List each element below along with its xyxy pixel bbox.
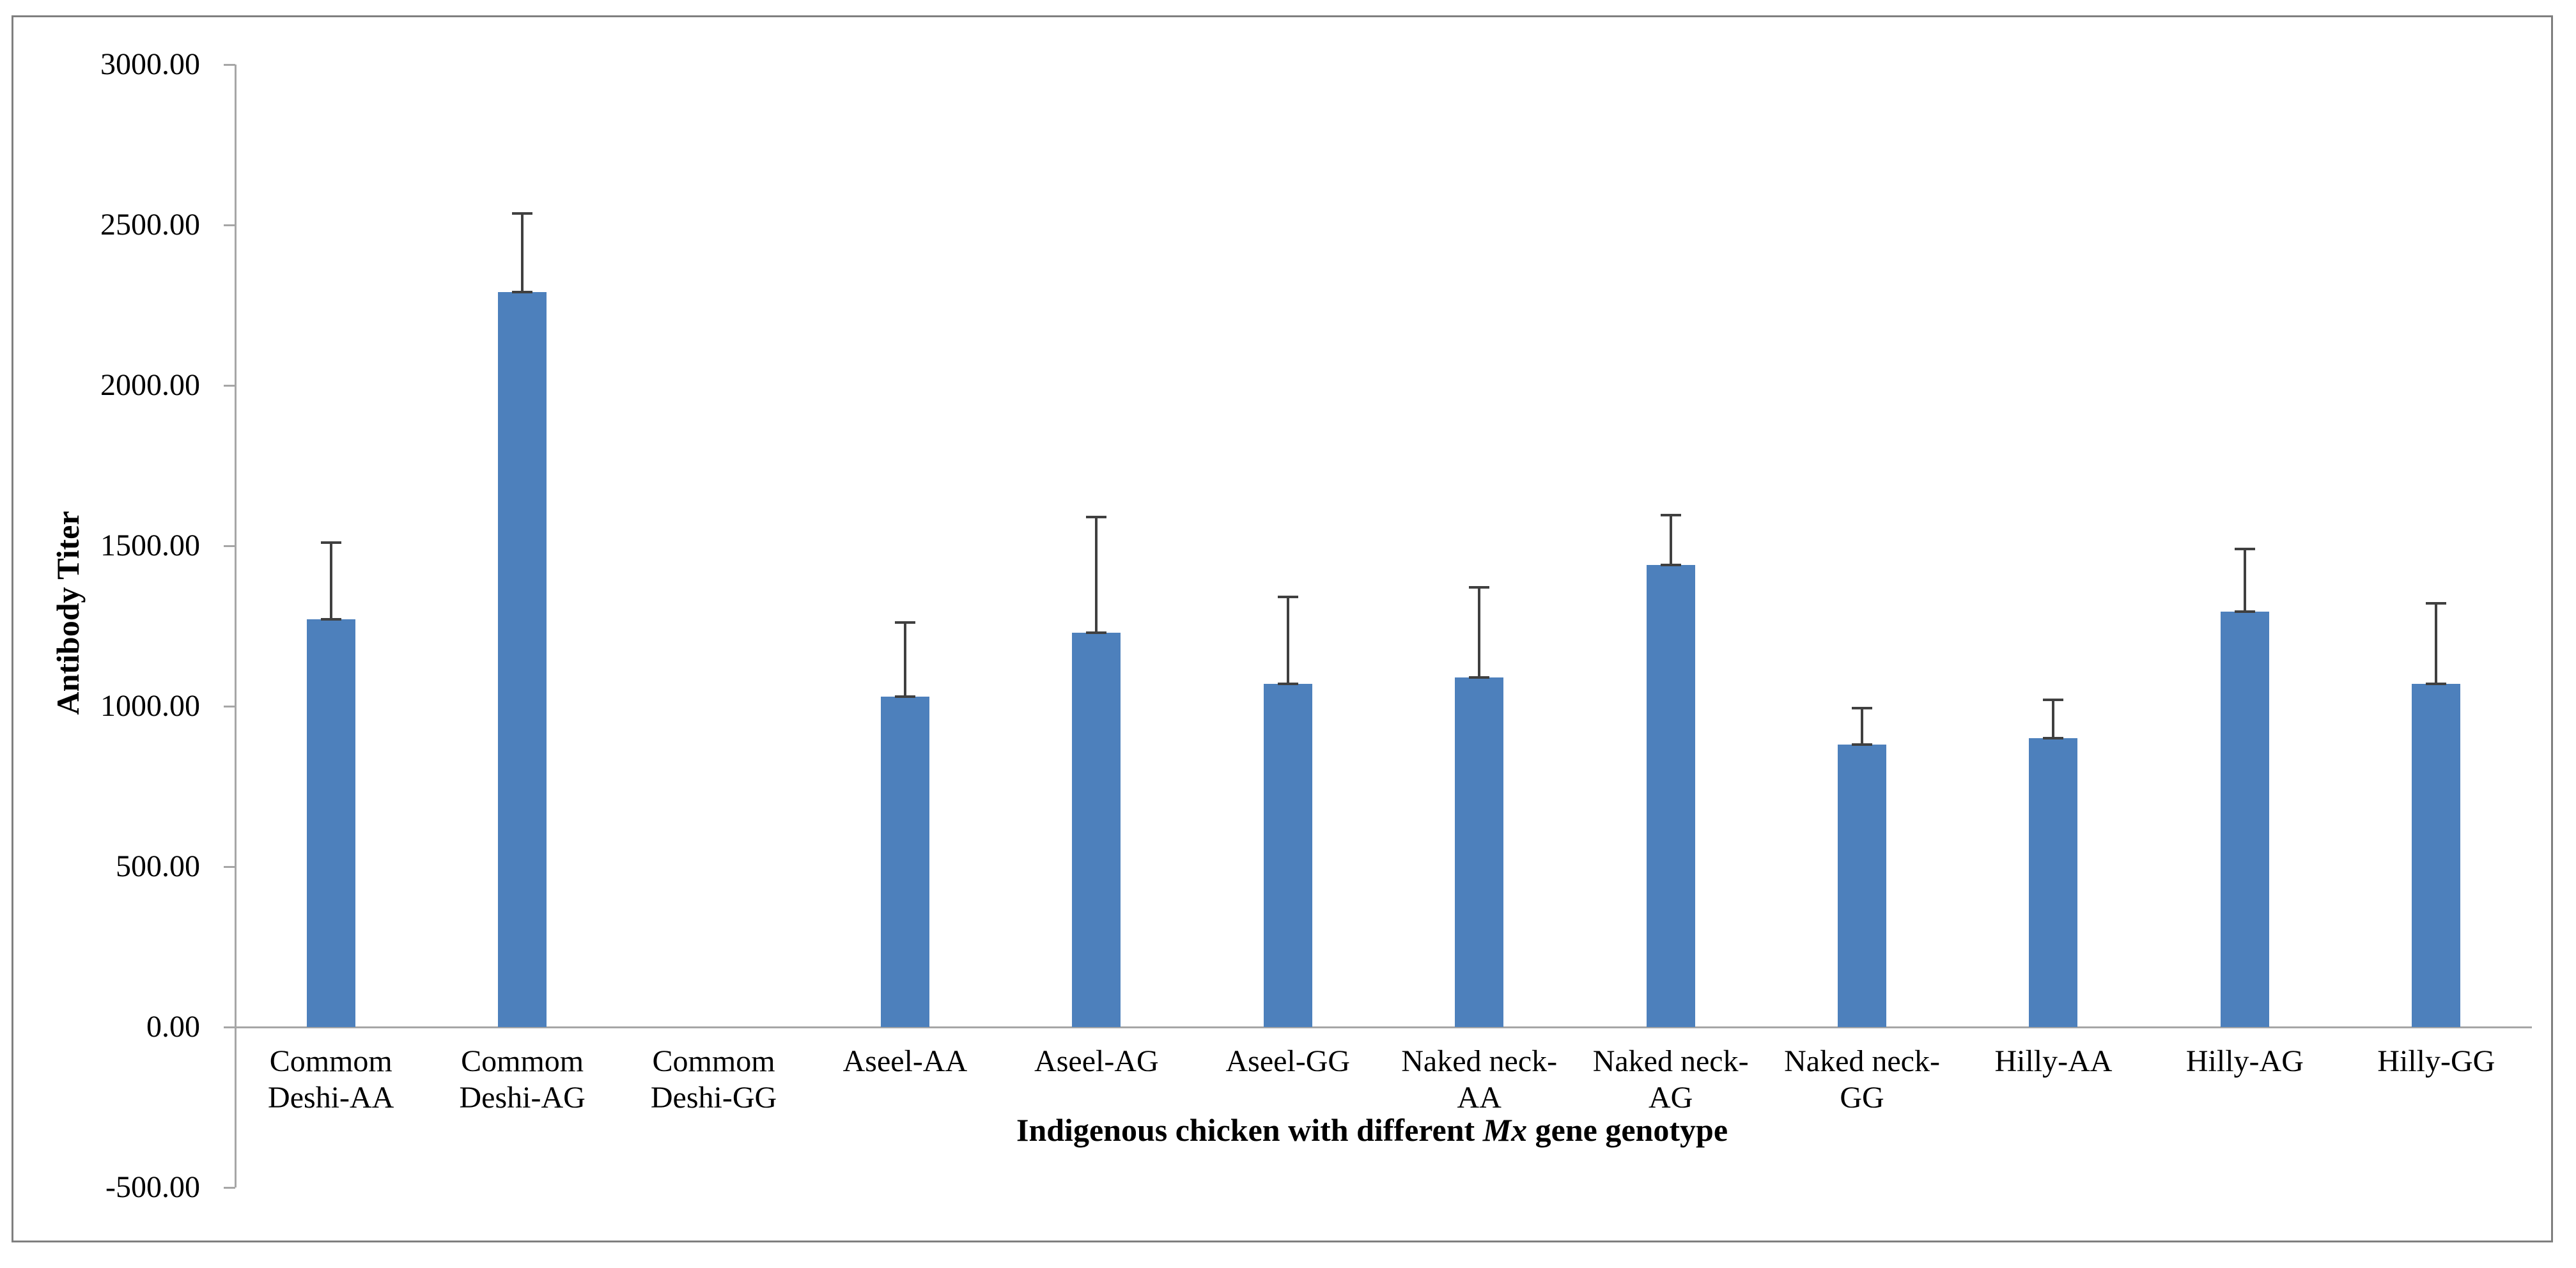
error-bar-cap-bottom (320, 618, 341, 621)
error-bar-cap-top (1469, 586, 1490, 589)
error-bar-whisker (2435, 603, 2438, 684)
category-label-commom-deshi-gg: Commom Deshi-GG (650, 1044, 777, 1115)
y-tick (224, 1026, 235, 1028)
error-bar-cap-top (1660, 514, 1681, 517)
plot-area: 3000.00 2500.00 2000.00 1500.00 1000.00 500.0… (13, 17, 2551, 1241)
error-bar-cap-top (2234, 548, 2255, 551)
y-tick-label: 3000.00 (100, 47, 200, 81)
error-bar-whisker (521, 213, 524, 293)
bar-hilly-ag (2220, 611, 2269, 1027)
bar-hilly-aa (2029, 738, 2078, 1027)
error-bar-cap-bottom (894, 695, 915, 698)
y-tick (224, 385, 235, 387)
category-label-hilly-ag: Hilly-AG (2185, 1044, 2304, 1078)
error-bar-cap-top (320, 541, 341, 544)
error-bar-cap-bottom (1852, 743, 1873, 746)
error-bar-whisker (903, 622, 906, 697)
error-bar-cap-top (1277, 596, 1298, 599)
error-bar-whisker (1286, 597, 1289, 684)
y-tick (224, 545, 235, 547)
chart-frame: 3000.00 2500.00 2000.00 1500.00 1000.00 500.0… (12, 15, 2553, 1242)
error-bar-cap-bottom (2234, 610, 2255, 613)
x-axis-line (235, 1026, 2532, 1028)
category-label-aseel-gg: Aseel-GG (1225, 1044, 1351, 1078)
bar-naked-neck-gg (1838, 745, 1887, 1027)
bar-aseel-gg (1263, 683, 1312, 1027)
x-axis-title-suffix: gene genotype (1527, 1112, 1728, 1148)
error-bar-cap-top (2043, 698, 2064, 701)
bar-naked-neck-ag (1646, 565, 1695, 1027)
error-bar-whisker (1478, 587, 1481, 677)
error-bar-cap-top (894, 621, 915, 624)
y-tick-label: 2000.00 (100, 368, 200, 402)
error-bar-cap-bottom (1086, 631, 1107, 634)
y-tick (224, 64, 235, 66)
category-label-naked-neck-gg: Naked neck- GG (1784, 1044, 1940, 1115)
y-tick-label: 2500.00 (100, 208, 200, 242)
error-bar-cap-bottom (2426, 682, 2447, 685)
y-axis-line (235, 65, 237, 1187)
bar-commom-deshi-ag (498, 292, 547, 1027)
error-bar-cap-top (1086, 515, 1107, 518)
y-tick-label: 500.00 (116, 849, 200, 883)
error-bar-cap-bottom (1660, 564, 1681, 567)
error-bar-whisker (329, 542, 332, 620)
error-bar-cap-bottom (1277, 682, 1298, 685)
error-bar-cap-top (512, 212, 533, 215)
error-bar-whisker (1095, 516, 1098, 633)
error-bar-whisker (2052, 699, 2055, 739)
bar-naked-neck-aa (1455, 677, 1504, 1027)
error-bar-cap-top (2426, 602, 2447, 605)
category-label-hilly-gg: Hilly-GG (2377, 1044, 2495, 1078)
y-tick (224, 224, 235, 226)
category-label-aseel-aa: Aseel-AA (842, 1044, 968, 1078)
y-axis-title: Antibody Titer (50, 511, 86, 715)
category-label-hilly-aa: Hilly-AA (1994, 1044, 2113, 1078)
category-label-aseel-ag: Aseel-AG (1034, 1044, 1159, 1078)
y-tick (224, 1187, 235, 1189)
y-tick-label: 0.00 (146, 1010, 200, 1044)
category-label-commom-deshi-ag: Commom Deshi-AG (459, 1044, 586, 1115)
category-label-commom-deshi-aa: Commom Deshi-AA (268, 1044, 394, 1115)
category-label-naked-neck-aa: Naked neck- AA (1401, 1044, 1558, 1115)
bar-aseel-aa (880, 696, 929, 1027)
y-tick (224, 866, 235, 868)
y-tick (224, 706, 235, 707)
error-bar-whisker (2243, 549, 2246, 612)
error-bar-cap-bottom (1469, 676, 1490, 679)
bar-aseel-ag (1072, 632, 1121, 1027)
y-tick-label: 1000.00 (100, 689, 200, 723)
error-bar-cap-bottom (2043, 737, 2064, 740)
bar-commom-deshi-aa (306, 619, 355, 1027)
x-axis-title-italic-gene: Mx (1482, 1112, 1528, 1148)
x-axis-title-text: Indigenous chicken with different (1016, 1112, 1483, 1148)
error-bar-whisker (1861, 707, 1864, 745)
x-axis-title: Indigenous chicken with different Mx gen… (224, 1111, 2520, 1148)
bar-hilly-gg (2412, 683, 2461, 1027)
y-tick-label: -500.00 (105, 1170, 200, 1204)
error-bar-cap-bottom (512, 291, 533, 294)
y-tick-label: 1500.00 (100, 529, 200, 562)
error-bar-whisker (1669, 515, 1672, 566)
category-label-naked-neck-ag: Naked neck- AG (1592, 1044, 1749, 1115)
error-bar-cap-top (1852, 706, 1873, 709)
